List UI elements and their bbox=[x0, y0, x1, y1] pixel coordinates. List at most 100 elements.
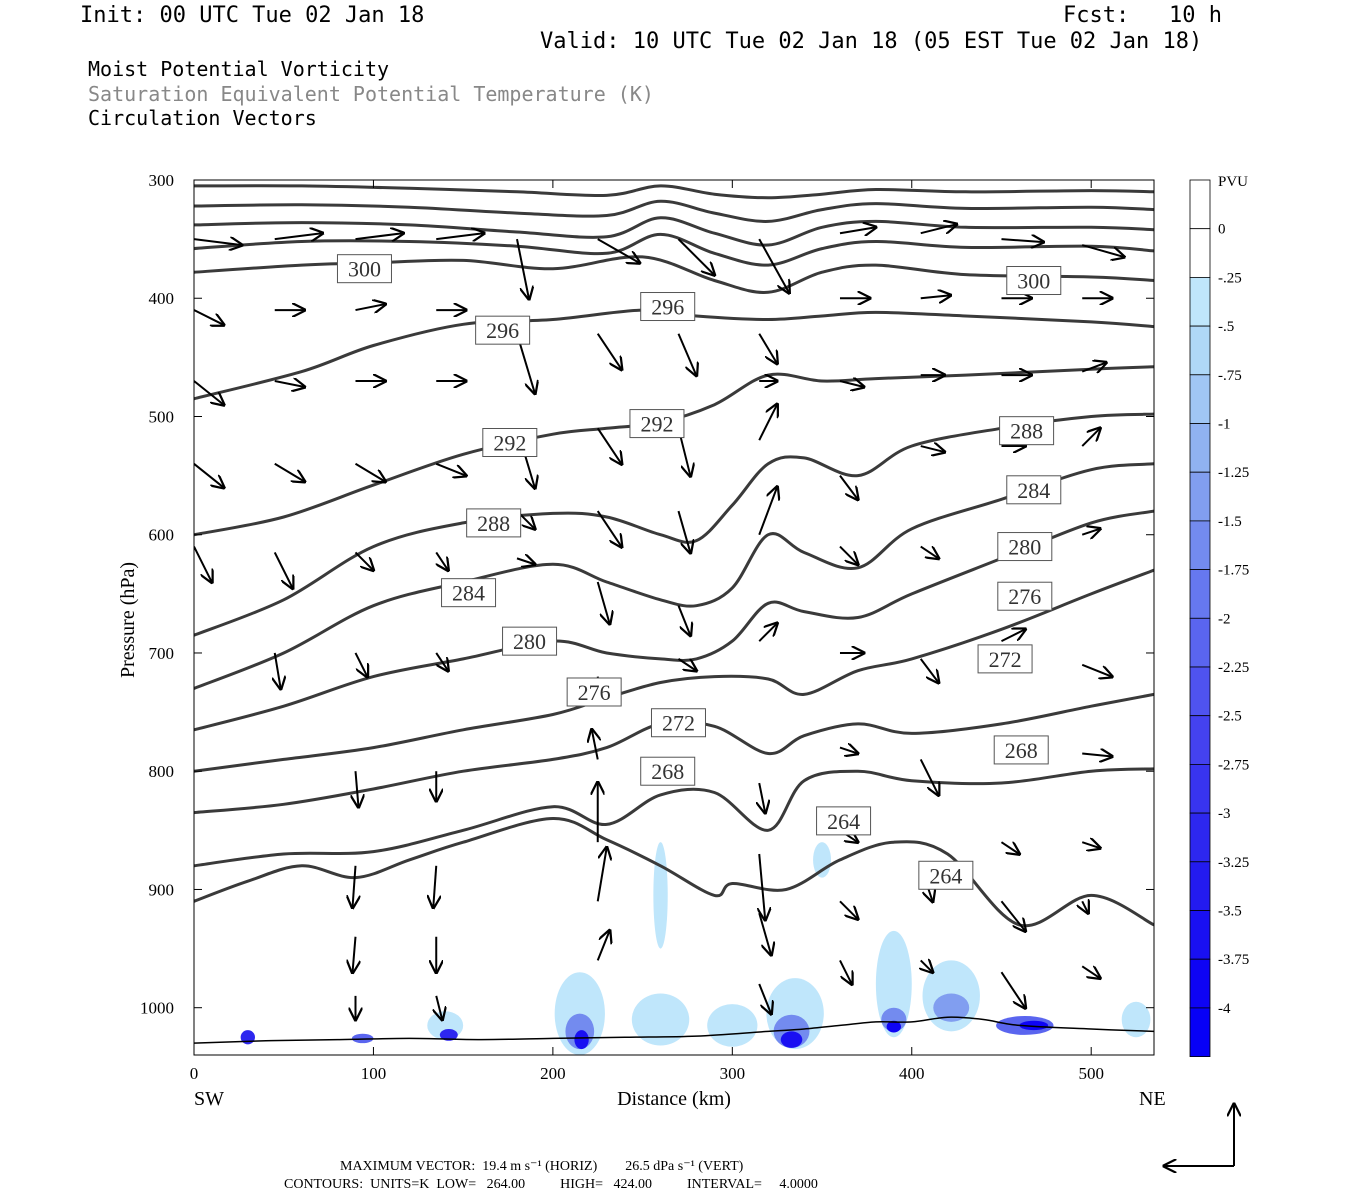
colorbar-bin bbox=[1189, 423, 1211, 473]
circulation-vector bbox=[1082, 901, 1088, 913]
contour-line bbox=[194, 692, 1154, 815]
colorbar-label: -2.75 bbox=[1218, 757, 1249, 773]
circulation-vector bbox=[596, 847, 607, 902]
circulation-vector bbox=[354, 551, 373, 570]
contour-label-text: 276 bbox=[578, 680, 611, 705]
contour-label-text: 296 bbox=[651, 295, 684, 320]
colorbar-bin bbox=[1189, 471, 1211, 522]
contour-label-text: 284 bbox=[1017, 478, 1050, 503]
circulation-vector bbox=[596, 427, 622, 464]
contour-label-box bbox=[1006, 266, 1062, 296]
circulation-vector bbox=[920, 224, 957, 235]
circulation-vector bbox=[758, 487, 777, 536]
contour-label-box bbox=[475, 315, 531, 345]
circulation-vector bbox=[194, 309, 224, 325]
contour-label: 280 bbox=[502, 626, 558, 656]
contour-label-text: 272 bbox=[989, 647, 1022, 672]
circulation-vector bbox=[435, 652, 448, 671]
y-tick-label: 800 bbox=[149, 762, 175, 781]
contour-label-box bbox=[640, 756, 696, 786]
colorbar-bin bbox=[1189, 569, 1211, 619]
circulation-vector bbox=[919, 758, 939, 795]
pv-shade-patch bbox=[574, 1030, 589, 1050]
contour-label-box bbox=[993, 735, 1049, 765]
contour-label-text: 292 bbox=[640, 412, 673, 437]
circulation-vector bbox=[352, 865, 355, 908]
ne-label: NE bbox=[1139, 1088, 1166, 1110]
circulation-vector bbox=[1081, 529, 1100, 535]
circulation-vector bbox=[921, 960, 933, 972]
x-axis-title: Distance (km) bbox=[617, 1088, 731, 1110]
circulation-vector bbox=[758, 623, 777, 642]
field-theta-es: Saturation Equivalent Potential Temperat… bbox=[88, 82, 654, 106]
colorbar-label: -2.5 bbox=[1218, 709, 1242, 725]
circulation-vector bbox=[354, 652, 367, 677]
circulation-vector bbox=[355, 233, 403, 239]
circulation-vector bbox=[274, 462, 305, 482]
contour-label: 300 bbox=[1006, 266, 1062, 296]
colorbar-label: 0 bbox=[1218, 222, 1226, 238]
contour-line bbox=[194, 462, 1154, 690]
contour-label-box bbox=[997, 581, 1053, 611]
circulation-vector bbox=[1000, 841, 1019, 854]
contour-line bbox=[194, 568, 1154, 773]
circulation-vector bbox=[759, 782, 765, 813]
colorbar-bin bbox=[1189, 764, 1211, 814]
circulation-vector bbox=[1000, 900, 1025, 931]
circulation-vector bbox=[758, 983, 771, 1014]
circulation-vector bbox=[839, 545, 858, 565]
contour-label-text: 300 bbox=[348, 257, 381, 282]
y-tick-label: 400 bbox=[149, 289, 175, 308]
circulation-vector bbox=[596, 581, 610, 624]
circulation-vector bbox=[758, 333, 777, 364]
y-tick-label: 500 bbox=[149, 407, 175, 426]
x-tick-label: 300 bbox=[720, 1064, 746, 1083]
circulation-vector bbox=[1000, 971, 1025, 1008]
circulation-vector bbox=[592, 729, 598, 760]
colorbar-label: -1.75 bbox=[1218, 563, 1249, 579]
colorbar-label: -3.75 bbox=[1218, 952, 1249, 968]
colorbar-label: -3.5 bbox=[1218, 904, 1242, 920]
contour-label-box bbox=[997, 532, 1053, 562]
circulation-vector bbox=[758, 912, 771, 955]
y-tick-label: 600 bbox=[149, 526, 175, 545]
contour-label-box bbox=[482, 428, 538, 457]
reference-vector-icon bbox=[1164, 1104, 1234, 1166]
forecast-hour: Fcst: 10 h bbox=[1063, 3, 1222, 28]
field-moist-pv: Moist Potential Vorticity bbox=[88, 57, 390, 81]
contour-label-text: 288 bbox=[1010, 419, 1043, 444]
contour-label-box bbox=[816, 806, 872, 836]
contour-label-text: 264 bbox=[827, 809, 860, 834]
contour-label: 296 bbox=[640, 292, 696, 322]
y-axis-title: Pressure (hPa) bbox=[117, 562, 139, 678]
circulation-vector bbox=[1081, 842, 1100, 848]
pv-shade-patch bbox=[439, 1028, 458, 1041]
colorbar-bin bbox=[1189, 228, 1211, 278]
contour-info: CONTOURS: UNITS=K LOW= 264.00 HIGH= 424.… bbox=[284, 1177, 818, 1192]
circulation-vector bbox=[273, 552, 293, 588]
contour-label: 280 bbox=[997, 532, 1053, 562]
circulation-vector bbox=[677, 510, 690, 553]
x-tick-label: 0 bbox=[190, 1064, 199, 1083]
circulation-vector bbox=[436, 995, 442, 1020]
circulation-vector bbox=[839, 381, 864, 387]
colorbar-label: -.25 bbox=[1218, 270, 1242, 286]
pv-shade-patch bbox=[707, 1004, 758, 1047]
x-tick-label: 100 bbox=[361, 1064, 387, 1083]
contour-label: 296 bbox=[475, 315, 531, 345]
contour-label: 272 bbox=[977, 644, 1033, 674]
colorbar-bin bbox=[1189, 520, 1211, 571]
y-tick-label: 900 bbox=[149, 880, 175, 899]
contour-label-text: 300 bbox=[1017, 269, 1050, 294]
circulation-vector bbox=[516, 238, 529, 299]
circulation-vector bbox=[677, 333, 696, 376]
contour-label: 268 bbox=[993, 735, 1049, 765]
contour-label-text: 268 bbox=[1005, 738, 1038, 763]
contour-label: 288 bbox=[999, 416, 1055, 446]
circulation-vector bbox=[194, 380, 224, 405]
circulation-vector bbox=[355, 304, 385, 310]
contour-label-text: 280 bbox=[513, 629, 546, 654]
colorbar-label: -.75 bbox=[1218, 368, 1242, 384]
pv-shade-patch bbox=[1121, 1001, 1151, 1038]
pv-shade-patch bbox=[886, 1020, 901, 1033]
